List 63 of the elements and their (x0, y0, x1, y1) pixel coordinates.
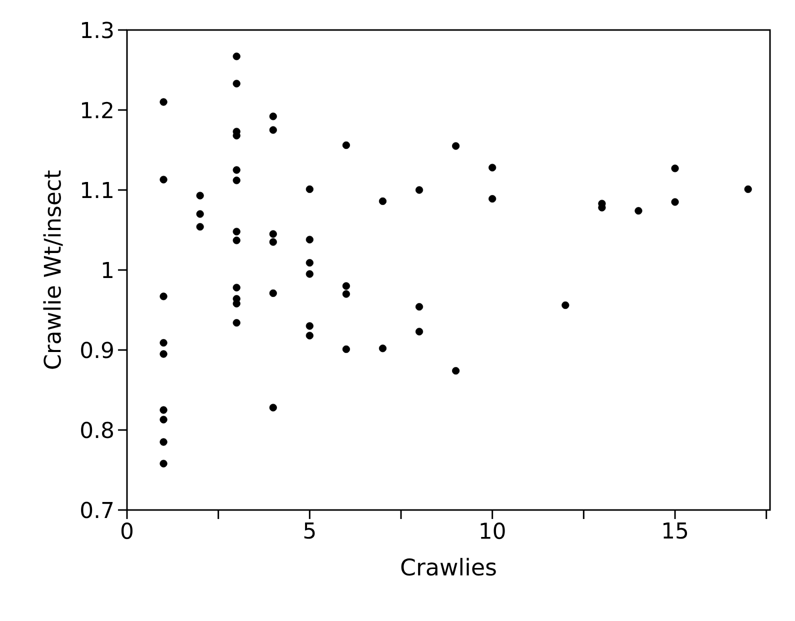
point (232, 176, 240, 184)
point (415, 328, 424, 336)
point (160, 438, 168, 446)
point (452, 367, 460, 375)
point (306, 270, 314, 278)
y-tick-label: 1.2 (82, 102, 112, 118)
point (269, 126, 277, 134)
point (671, 164, 679, 172)
x-tick-label: 10 (480, 522, 505, 540)
point (196, 192, 204, 200)
point (232, 284, 240, 292)
point (452, 142, 460, 150)
x-tick-label: 0 (121, 522, 133, 540)
point (306, 322, 314, 330)
point (306, 332, 314, 340)
point (232, 52, 240, 60)
point (232, 319, 240, 327)
point (306, 259, 314, 267)
y-tick-label: 1 (102, 262, 112, 278)
point (160, 98, 168, 106)
point (306, 236, 314, 244)
y-tick-label: 0.7 (81, 502, 113, 518)
point (232, 80, 240, 88)
point (160, 460, 168, 468)
point (342, 345, 350, 353)
point (634, 207, 642, 215)
y-axis-title: Crawlie Wt/insect (43, 170, 63, 369)
point (671, 198, 679, 206)
point (160, 416, 168, 424)
point (415, 303, 424, 311)
point (488, 195, 496, 203)
point (306, 185, 314, 193)
point (269, 112, 277, 120)
point (562, 301, 570, 309)
y-tick-label: 1.3 (82, 22, 113, 38)
point (488, 164, 496, 172)
point (342, 282, 350, 290)
point (160, 406, 168, 414)
point (269, 289, 277, 297)
point (342, 290, 350, 298)
x-tick-label: 15 (663, 522, 688, 539)
point (232, 166, 240, 174)
y-tick-label: 1.1 (82, 182, 112, 198)
point (160, 176, 168, 184)
point (160, 292, 168, 300)
y-tick-label: 0.9 (81, 342, 113, 358)
point (378, 197, 387, 205)
point (378, 344, 387, 352)
point (415, 186, 424, 194)
point (269, 238, 277, 246)
point (744, 185, 752, 193)
point (160, 339, 168, 347)
x-tick-label: 5 (304, 522, 315, 539)
y-tick-label: 0.8 (81, 422, 113, 438)
point (196, 210, 204, 218)
point (232, 236, 240, 244)
point (196, 223, 204, 231)
point (342, 141, 350, 149)
point (269, 230, 277, 238)
point (232, 228, 240, 236)
point (269, 404, 277, 412)
point (160, 350, 168, 358)
x-axis-title: Crawlies (401, 558, 496, 576)
